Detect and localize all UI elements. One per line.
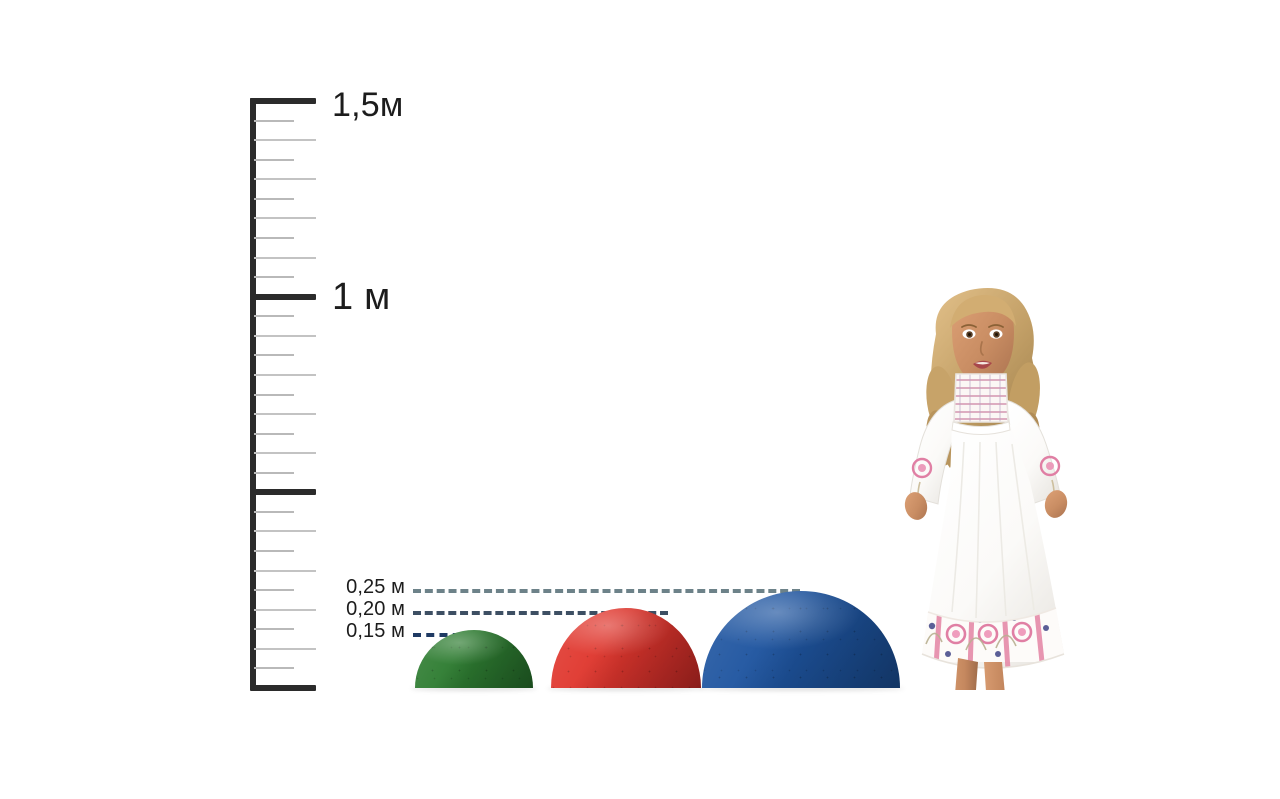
red-dome-shadow: [547, 686, 705, 691]
green-dome: [415, 630, 533, 688]
ruler-minor-tick: [254, 334, 316, 337]
ruler-minor-tick: [254, 667, 294, 670]
ruler-minor-tick: [254, 373, 316, 376]
ruler-minor-tick: [254, 393, 294, 396]
ruler-minor-tick: [254, 647, 316, 650]
red-dome: [551, 608, 701, 688]
blue-dome-shadow: [698, 686, 904, 691]
vertical-measuring-scale: [250, 98, 320, 691]
ruler-minor-tick: [254, 217, 316, 220]
ruler-major-tick: [250, 685, 316, 691]
ruler-minor-tick: [254, 236, 294, 239]
ruler-minor-tick: [254, 197, 294, 200]
ruler-minor-tick: [254, 550, 294, 553]
ruler-minor-tick: [254, 510, 294, 513]
ruler-label-1m: 1 м: [332, 276, 391, 318]
ruler-minor-tick: [254, 354, 294, 357]
ruler-minor-tick: [254, 452, 316, 455]
ruler-minor-tick: [254, 471, 294, 474]
ruler-minor-tick: [254, 276, 294, 279]
ruler-minor-tick: [254, 119, 294, 122]
ruler-minor-tick: [254, 569, 316, 572]
green-dome-texture: [415, 630, 533, 688]
callout-label: 0,20 м: [346, 598, 405, 620]
ruler-minor-tick: [254, 315, 294, 318]
ruler-major-tick: [250, 98, 316, 104]
ruler-minor-tick: [254, 432, 294, 435]
ruler-minor-tick: [254, 413, 316, 416]
ruler-minor-tick: [254, 608, 316, 611]
ruler-minor-tick: [254, 628, 294, 631]
callout-label: 0,15 м: [346, 620, 405, 642]
ruler-minor-tick: [254, 178, 316, 181]
callout-label: 0,25 м: [346, 576, 405, 598]
child-for-scale: [880, 282, 1100, 690]
callout-dashed-line: [413, 611, 668, 615]
ruler-minor-tick: [254, 589, 294, 592]
green-dome-shadow: [411, 686, 537, 691]
ruler-major-tick: [250, 489, 316, 496]
ruler-label-1-5m: 1,5м: [332, 86, 404, 124]
ruler-major-tick: [250, 293, 316, 300]
ruler-minor-tick: [254, 139, 316, 142]
red-dome-texture: [551, 608, 701, 688]
ruler-spine: [250, 98, 256, 690]
blue-dome: [702, 591, 900, 688]
blue-dome-texture: [702, 591, 900, 688]
ruler-minor-tick: [254, 158, 294, 161]
callout-dashed-line: [413, 589, 800, 593]
ruler-minor-tick: [254, 530, 316, 533]
ruler-minor-tick: [254, 256, 316, 259]
